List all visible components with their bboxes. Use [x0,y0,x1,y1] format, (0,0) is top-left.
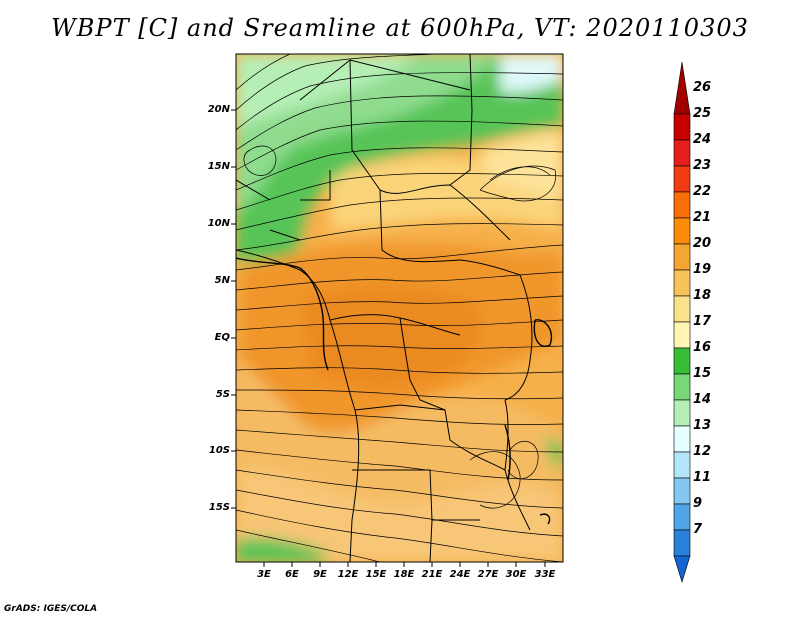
lon-label: 33E [534,569,556,580]
colorbar [673,61,691,584]
colorbar-label: 22 [693,184,712,199]
colorbar-label: 12 [693,444,712,459]
lat-label: 20N [207,104,230,115]
lat-label: 10S [208,445,230,456]
colorbar-label: 26 [693,80,712,95]
colorbar-label: 20 [693,236,712,251]
lon-label: 24E [449,569,471,580]
lon-label: 12E [337,569,359,580]
colorbar-label: 17 [693,314,712,329]
colorbar-label: 24 [693,132,712,147]
colorbar-segment [673,347,691,375]
colorbar-segment [673,113,691,141]
colorbar-segment [673,139,691,167]
colorbar-arrow-top [673,61,691,115]
colorbar-segment [673,191,691,219]
colorbar-segment [673,451,691,479]
colorbar-segment [673,477,691,505]
colorbar-segment [673,529,691,557]
colorbar-segment [673,295,691,323]
lat-label: 10N [207,218,230,229]
lon-ticks [263,562,546,567]
colorbar-segment [673,321,691,349]
colorbar-label: 16 [693,340,712,355]
colorbar-label: 23 [693,158,712,173]
chart-title: WBPT [C] and Sreamline at 600hPa, VT: 20… [51,14,749,42]
colorbar-label: 14 [693,392,712,407]
colorbar-segment [673,503,691,531]
lat-label: 5N [214,275,230,286]
colorbar-segment [673,269,691,297]
streamlines [236,54,563,562]
lat-label: 5S [215,389,230,400]
colorbar-label: 7 [693,522,703,537]
colorbar-label: 11 [693,470,712,485]
footer-credit: GrADS: IGES/COLA [4,604,98,614]
colorbar-label: 19 [693,262,712,277]
colorbar-segment [673,243,691,271]
colorbar-segment [673,165,691,193]
colorbar-segment [673,217,691,245]
lon-label: 6E [285,569,299,580]
colorbar-segment [673,373,691,401]
colorbar-segment [673,425,691,453]
lon-label: 18E [393,569,415,580]
colorbar-label: 18 [693,288,712,303]
lon-label: 21E [421,569,443,580]
lat-label: EQ [214,332,230,343]
lon-label: 9E [313,569,327,580]
colorbar-label: 15 [693,366,712,381]
country-borders [236,54,533,562]
colorbar-label: 9 [693,496,703,511]
lon-label: 27E [477,569,499,580]
wbpt-shading [236,54,563,562]
colorbar-segment [673,399,691,427]
colorbar-label: 25 [693,106,712,121]
lon-label: 3E [257,569,271,580]
lat-ticks [231,109,236,509]
coastline-lakes [236,257,552,525]
lon-label: 30E [505,569,527,580]
lat-label: 15S [208,502,230,513]
colorbar-label: 13 [693,418,712,433]
colorbar-arrow-bottom [673,555,691,584]
lon-label: 15E [365,569,387,580]
lat-label: 15N [207,161,230,172]
colorbar-label: 21 [693,210,712,225]
